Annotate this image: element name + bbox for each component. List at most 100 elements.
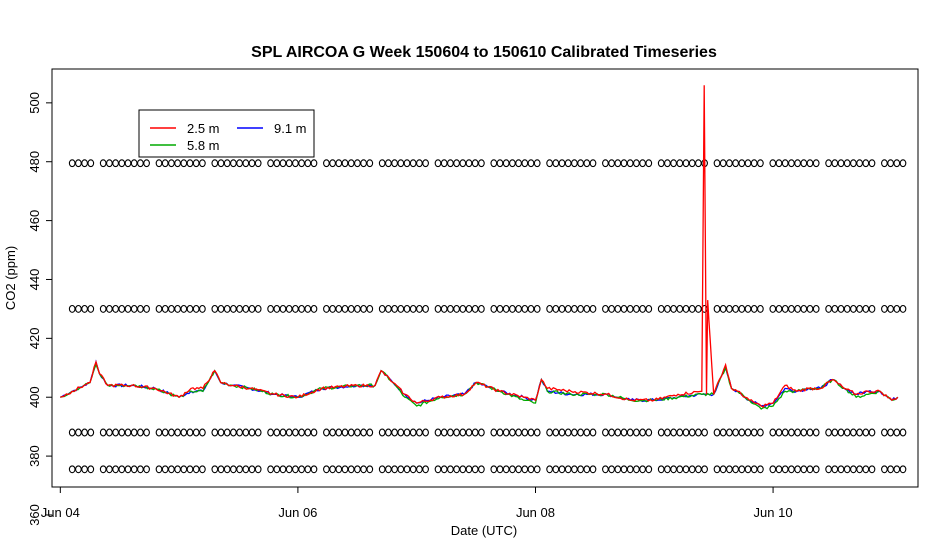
marker-point [781,428,789,437]
marker-point [695,465,702,474]
marker-point [676,465,684,474]
marker-point [750,159,758,168]
marker-point [664,159,671,168]
marker-point [657,304,665,313]
marker-point [354,465,361,474]
marker-point [552,304,560,313]
marker-point [230,304,237,313]
marker-point [143,465,150,474]
marker-point [626,465,634,474]
marker-point [558,428,566,437]
marker-point [825,465,832,474]
series-layer [60,85,899,410]
marker-point [416,428,423,437]
marker-point [639,428,646,437]
marker-point [850,428,857,437]
marker-point [378,465,386,474]
marker-point [192,465,200,474]
marker-point [862,159,870,168]
marker-point [639,465,646,474]
marker-point [310,465,318,474]
marker-point [323,428,330,437]
marker-point [490,304,498,313]
y-tick-label: 480 [27,151,42,173]
marker-point [837,159,845,168]
marker-point [502,465,510,474]
marker-point [471,465,479,474]
marker-point [552,465,560,474]
marker-point [87,159,95,168]
marker-point [670,304,677,313]
marker-point [577,465,584,474]
marker-point [236,159,243,168]
marker-point [143,304,150,313]
marker-point [806,428,814,437]
marker-point [217,159,225,168]
marker-point [645,428,653,437]
marker-point [471,428,479,437]
marker-point [620,304,628,313]
marker-point [143,159,150,168]
marker-point [155,159,163,168]
marker-point [137,304,144,313]
marker-point [769,465,777,474]
marker-point [695,159,702,168]
marker-point [881,428,888,437]
marker-point [546,159,553,168]
marker-point [75,304,82,313]
marker-point [106,465,113,474]
marker-point [273,428,281,437]
marker-point [68,304,76,313]
marker-point [409,304,417,313]
marker-point [254,159,262,168]
marker-point [366,159,374,168]
marker-point [738,465,746,474]
marker-point [478,465,485,474]
marker-point [608,304,615,313]
marker-point [620,465,628,474]
marker-point [335,159,343,168]
marker-point [186,159,194,168]
marker-point [168,304,175,313]
marker-point [279,465,287,474]
marker-point [99,465,107,474]
marker-point [124,465,132,474]
plot-frame [51,68,919,488]
marker-point [825,159,832,168]
marker-point [68,159,76,168]
marker-point [385,465,392,474]
marker-point [416,304,423,313]
marker-point [881,304,888,313]
marker-point [608,428,615,437]
marker-point [75,159,82,168]
marker-point [726,304,733,313]
marker-point [285,159,293,168]
marker-point [192,428,200,437]
marker-point [775,304,783,313]
marker-point [583,428,591,437]
marker-point [192,304,200,313]
marker-point [378,159,386,168]
marker-point [856,304,863,313]
marker-point [893,304,901,313]
marker-point [434,465,442,474]
marker-point [881,465,888,474]
marker-point [620,159,628,168]
marker-point [335,428,343,437]
marker-point [695,428,702,437]
marker-point [843,159,851,168]
marker-point [812,428,820,437]
marker-point [130,159,138,168]
marker-point [812,465,820,474]
marker-point [422,159,429,168]
marker-point [403,304,411,313]
chart-title: SPL AIRCOA G Week 150604 to 150610 Calib… [251,44,717,61]
marker-point [360,304,367,313]
marker-point [509,428,516,437]
y-tick-label: 400 [27,386,42,408]
marker-point [571,304,578,313]
marker-point [496,428,504,437]
marker-point [769,428,777,437]
marker-point [825,304,832,313]
